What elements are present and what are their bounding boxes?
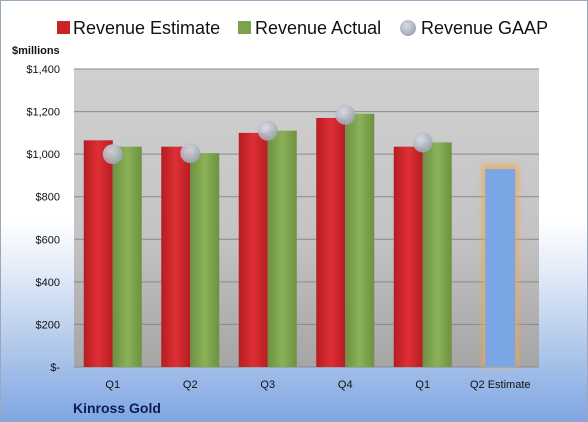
- y-axis-unit-label: $millions: [12, 45, 60, 57]
- marker-gaap: [257, 120, 278, 141]
- bar-estimate: [238, 132, 268, 367]
- plot-area: [74, 69, 539, 367]
- bar-forecast: [485, 169, 516, 367]
- legend-label-gaap: Revenue GAAP: [421, 18, 548, 38]
- x-tick-label: Q1: [415, 379, 430, 391]
- bar-actual: [190, 153, 220, 367]
- marker-gaap: [412, 132, 433, 153]
- y-tick-label: $600: [36, 234, 60, 246]
- y-tick-label: $1,400: [26, 64, 60, 76]
- legend-label-estimate: Revenue Estimate: [73, 18, 220, 38]
- bar-actual: [267, 130, 297, 367]
- y-tick-label: $1,000: [26, 149, 60, 161]
- marker-gaap: [335, 104, 356, 125]
- company-name: Kinross Gold: [73, 400, 161, 416]
- legend-swatch-actual: [238, 21, 251, 34]
- bar-actual: [345, 113, 375, 367]
- bar-estimate: [393, 146, 423, 367]
- x-tick-label: Q3: [260, 379, 275, 391]
- gridlines: [74, 68, 539, 368]
- legend-label-actual: Revenue Actual: [255, 18, 381, 38]
- marker-gaap: [180, 143, 201, 164]
- x-tick-label: Q2 Estimate: [470, 379, 531, 391]
- legend: Revenue Estimate Revenue Actual Revenue …: [57, 18, 548, 38]
- y-tick-label: $200: [36, 319, 60, 331]
- bar-estimate: [83, 140, 113, 367]
- bar-estimate: [316, 117, 346, 367]
- bars: [83, 104, 519, 367]
- x-axis-ticks: Q1 Q2 Q3 Q4 Q1 Q2 Estimate: [105, 379, 530, 391]
- legend-swatch-estimate: [57, 21, 70, 34]
- bar-estimate: [161, 146, 191, 367]
- x-tick-label: Q2: [183, 379, 198, 391]
- bar-actual: [112, 146, 142, 367]
- marker-gaap: [102, 144, 123, 165]
- y-tick-label: $800: [36, 192, 60, 204]
- bar-actual: [422, 142, 452, 367]
- y-axis-ticks: $- $200 $400 $600 $800 $1,000 $1,200 $1,400: [26, 64, 60, 374]
- x-tick-label: Q1: [105, 379, 120, 391]
- y-tick-label: $-: [50, 362, 60, 374]
- x-tick-label: Q4: [338, 379, 353, 391]
- y-tick-label: $400: [36, 277, 60, 289]
- y-tick-label: $1,200: [26, 107, 60, 119]
- legend-swatch-gaap: [400, 20, 416, 36]
